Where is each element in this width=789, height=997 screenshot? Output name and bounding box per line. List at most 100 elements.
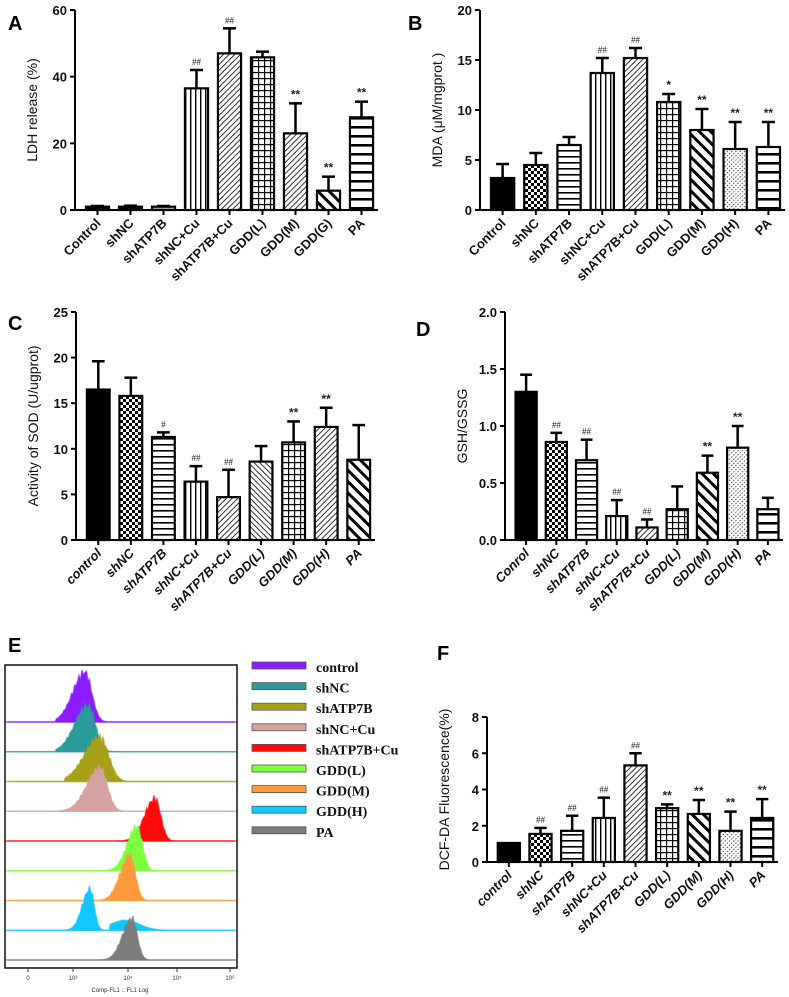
bar-shnc: [118, 394, 144, 542]
significance-marker: ##: [612, 487, 622, 497]
panel-label: B: [408, 13, 422, 35]
histogram-shatp7b-cu: [7, 795, 235, 842]
bar-shatp7b: [556, 143, 582, 212]
bar-pa: [346, 458, 372, 542]
legend-label: PA: [316, 826, 335, 841]
y-tick-label: 0.0: [479, 533, 497, 548]
significance-marker: ##: [552, 420, 562, 430]
legend-swatch: [251, 682, 307, 690]
x-tick-label: Control: [465, 216, 508, 259]
bar-gdd-h-: [725, 446, 750, 542]
bar-shatp7b-cu: [216, 52, 243, 212]
panel-label: C: [8, 313, 22, 335]
significance-marker: **: [289, 405, 299, 419]
legend-swatch: [251, 723, 307, 732]
y-tick-label: 4: [472, 783, 480, 798]
bar-gdd-m-: [282, 132, 309, 212]
panel-d-chart: D0.00.51.01.52.0GSH/GSSGConrolshNC##shAT…: [416, 305, 783, 614]
x-tick-label: control: [63, 545, 105, 587]
y-tick-label: 15: [458, 53, 472, 68]
bar-shatp7b: [150, 205, 177, 212]
bar-gdd-l-: [654, 807, 680, 864]
y-tick-label: 2: [472, 819, 479, 834]
bar-shnc: [544, 440, 569, 542]
bar-shatp7b-cu: [635, 526, 659, 542]
x-tick-label: 10⁶: [225, 975, 235, 982]
y-tick-label: 10: [458, 103, 472, 118]
bar-gdd-l-: [665, 508, 689, 542]
y-tick-label: 2.0: [479, 305, 497, 320]
x-tick-label: 0: [26, 976, 30, 982]
legend-label: GDD(H): [316, 805, 368, 820]
y-axis-title: MDA (μM/mgprot ): [429, 53, 445, 168]
x-tick-label: PA: [746, 868, 769, 891]
y-tick-label: 15: [54, 396, 68, 411]
legend-label: GDD(M): [316, 785, 370, 800]
significance-marker: **: [757, 783, 767, 797]
x-tick-label: PA: [345, 215, 368, 238]
histogram-frame: [4, 664, 238, 969]
panel-label: A: [8, 13, 22, 35]
bar-shatp7b-cu: [623, 764, 648, 864]
significance-marker: **: [764, 106, 774, 120]
legend-swatch: [251, 785, 307, 793]
panel-label: D: [416, 319, 430, 341]
bar-shatp7b-cu: [622, 56, 649, 212]
bar-pa: [348, 116, 375, 212]
bar-gdd-l-: [249, 56, 276, 212]
significance-marker: **: [697, 93, 707, 107]
bar-shatp7b-cu: [216, 496, 241, 542]
x-tick-label: PA: [751, 546, 774, 569]
significance-marker: **: [662, 788, 672, 802]
bar-shatp7b: [559, 829, 585, 864]
y-tick-label: 20: [53, 136, 67, 151]
legend-label: shATP7B+Cu: [316, 743, 399, 758]
y-tick-label: 0: [472, 855, 479, 870]
y-tick-label: 0: [61, 533, 68, 548]
legend-swatch: [251, 661, 307, 670]
significance-marker: **: [726, 796, 736, 810]
legend-swatch: [251, 702, 307, 711]
bar-control: [496, 841, 522, 864]
bar-control: [85, 388, 111, 542]
y-tick-label: 10: [54, 442, 68, 457]
bar-control: [489, 176, 516, 212]
y-axis-title: GSH/GSSG: [454, 389, 470, 464]
legend-label: shNC: [316, 682, 349, 697]
significance-marker: ##: [598, 45, 608, 55]
significance-marker: ##: [568, 803, 578, 813]
legend-swatch: [251, 764, 307, 773]
significance-marker: ##: [631, 35, 641, 45]
significance-marker: ##: [191, 453, 201, 463]
bar-gdd-l-: [655, 100, 682, 212]
significance-marker: ##: [631, 740, 641, 750]
y-tick-label: 1.5: [479, 362, 497, 377]
x-tick-label: 10⁴: [123, 975, 133, 982]
significance-marker: ##: [536, 815, 546, 825]
histogram-shnc-cu: [7, 763, 235, 812]
bar-gdd-h-: [313, 425, 339, 542]
y-tick-label: 60: [53, 3, 67, 18]
y-tick-label: 25: [54, 305, 68, 320]
bar-shatp7b: [150, 435, 176, 542]
x-tick-label: PA: [342, 546, 365, 569]
significance-marker: **: [703, 440, 713, 454]
y-tick-label: 5: [61, 487, 68, 502]
bar-gdd-h-: [722, 147, 748, 212]
bar-pa: [749, 816, 775, 864]
bar-pa: [756, 508, 780, 542]
significance-marker: **: [291, 87, 301, 101]
x-tick-label: GDD(H): [697, 216, 741, 260]
bar-shnc: [528, 832, 553, 864]
histogram-control: [7, 669, 235, 723]
x-tick-label: Control: [60, 216, 103, 259]
bar-gdd-m-: [689, 128, 715, 212]
y-tick-label: 5: [465, 153, 472, 168]
y-tick-label: 1.0: [479, 419, 497, 434]
bar-gdd-m-: [686, 812, 712, 864]
legend-swatch: [251, 744, 307, 752]
